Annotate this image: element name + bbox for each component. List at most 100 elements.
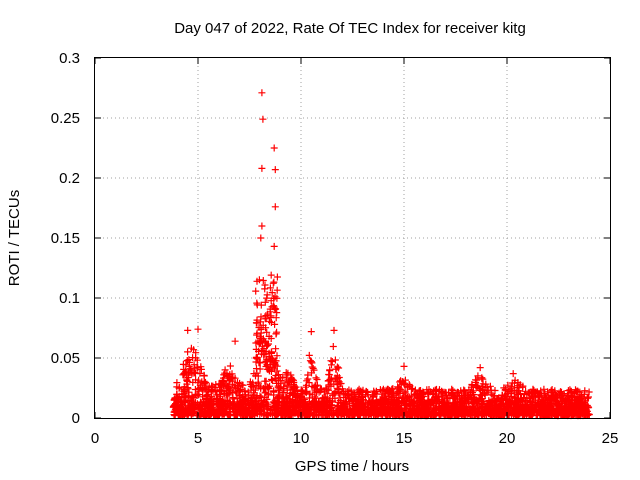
data-point	[475, 405, 483, 413]
data-point	[258, 164, 266, 172]
data-point	[567, 410, 575, 418]
data-point	[223, 369, 231, 377]
data-point	[571, 403, 579, 411]
data-point	[267, 410, 274, 418]
data-point	[326, 410, 334, 418]
data-point	[273, 273, 281, 281]
data-point	[482, 404, 490, 412]
data-point	[200, 380, 208, 388]
x-axis-label: GPS time / hours	[295, 458, 409, 475]
data-point	[393, 403, 401, 411]
data-point	[424, 390, 432, 397]
data-point	[331, 389, 339, 397]
x-tick-label: 15	[396, 430, 413, 447]
data-point	[305, 351, 313, 359]
data-point	[321, 398, 328, 406]
data-point	[575, 397, 583, 405]
data-point	[328, 361, 335, 369]
data-point	[437, 405, 445, 413]
data-point	[196, 369, 204, 377]
data-point	[579, 403, 587, 410]
data-point	[224, 383, 232, 391]
data-point	[425, 400, 432, 408]
data-point	[287, 371, 295, 379]
data-point	[304, 375, 312, 383]
data-point	[200, 372, 208, 380]
data-point	[431, 394, 439, 402]
data-point	[512, 399, 520, 407]
data-point	[473, 410, 481, 418]
data-point	[239, 400, 247, 407]
data-point	[412, 402, 420, 410]
data-point	[276, 391, 284, 399]
data-point	[270, 144, 278, 152]
data-point	[507, 411, 515, 419]
data-point	[208, 407, 216, 414]
data-point	[511, 393, 518, 401]
data-point	[296, 410, 304, 418]
data-point	[529, 386, 537, 394]
data-point	[329, 343, 337, 350]
data-point	[450, 394, 457, 402]
data-point	[234, 379, 241, 386]
y-tick-label: 0.15	[51, 230, 80, 247]
data-point	[585, 388, 593, 396]
data-point	[266, 357, 274, 365]
data-point	[415, 387, 423, 395]
data-point	[359, 401, 367, 409]
data-points	[169, 89, 593, 420]
data-point	[438, 398, 446, 406]
data-point	[381, 405, 389, 413]
data-point	[274, 401, 282, 409]
y-tick-label: 0.05	[51, 350, 80, 367]
data-point	[197, 363, 205, 371]
data-point	[502, 386, 510, 394]
data-point	[478, 374, 486, 382]
data-point	[190, 369, 198, 377]
data-point	[279, 373, 287, 381]
data-point	[183, 410, 191, 418]
data-point	[513, 405, 521, 413]
data-point	[260, 405, 268, 413]
data-point	[253, 405, 261, 413]
data-point	[477, 392, 485, 399]
data-point	[468, 393, 476, 401]
data-point	[552, 408, 560, 416]
data-point	[255, 324, 263, 331]
data-point	[335, 364, 343, 372]
data-point	[220, 378, 228, 386]
data-point	[489, 391, 497, 399]
data-point	[540, 385, 548, 393]
data-point	[317, 404, 325, 412]
data-point	[526, 397, 534, 405]
data-point	[389, 385, 397, 393]
data-point	[321, 388, 328, 396]
data-point	[339, 410, 347, 418]
data-point	[189, 378, 197, 386]
data-point	[416, 398, 424, 406]
data-point	[386, 388, 393, 396]
data-point	[346, 398, 354, 406]
data-point	[256, 392, 264, 400]
data-point	[220, 410, 228, 417]
data-point	[309, 364, 317, 372]
data-point	[548, 386, 556, 393]
data-point	[184, 326, 192, 334]
data-point	[277, 411, 285, 419]
data-point	[248, 411, 256, 419]
data-point	[337, 380, 345, 387]
data-point	[474, 382, 482, 390]
data-point	[333, 363, 341, 371]
data-point	[472, 376, 479, 384]
data-point	[509, 409, 517, 417]
data-point	[175, 384, 183, 392]
data-point	[258, 89, 266, 97]
data-point	[514, 407, 522, 415]
data-point	[401, 388, 409, 396]
data-point	[513, 410, 521, 418]
data-point	[384, 397, 392, 405]
data-point	[195, 404, 203, 411]
data-point	[464, 398, 472, 406]
data-point	[482, 380, 490, 388]
data-point	[502, 404, 510, 411]
